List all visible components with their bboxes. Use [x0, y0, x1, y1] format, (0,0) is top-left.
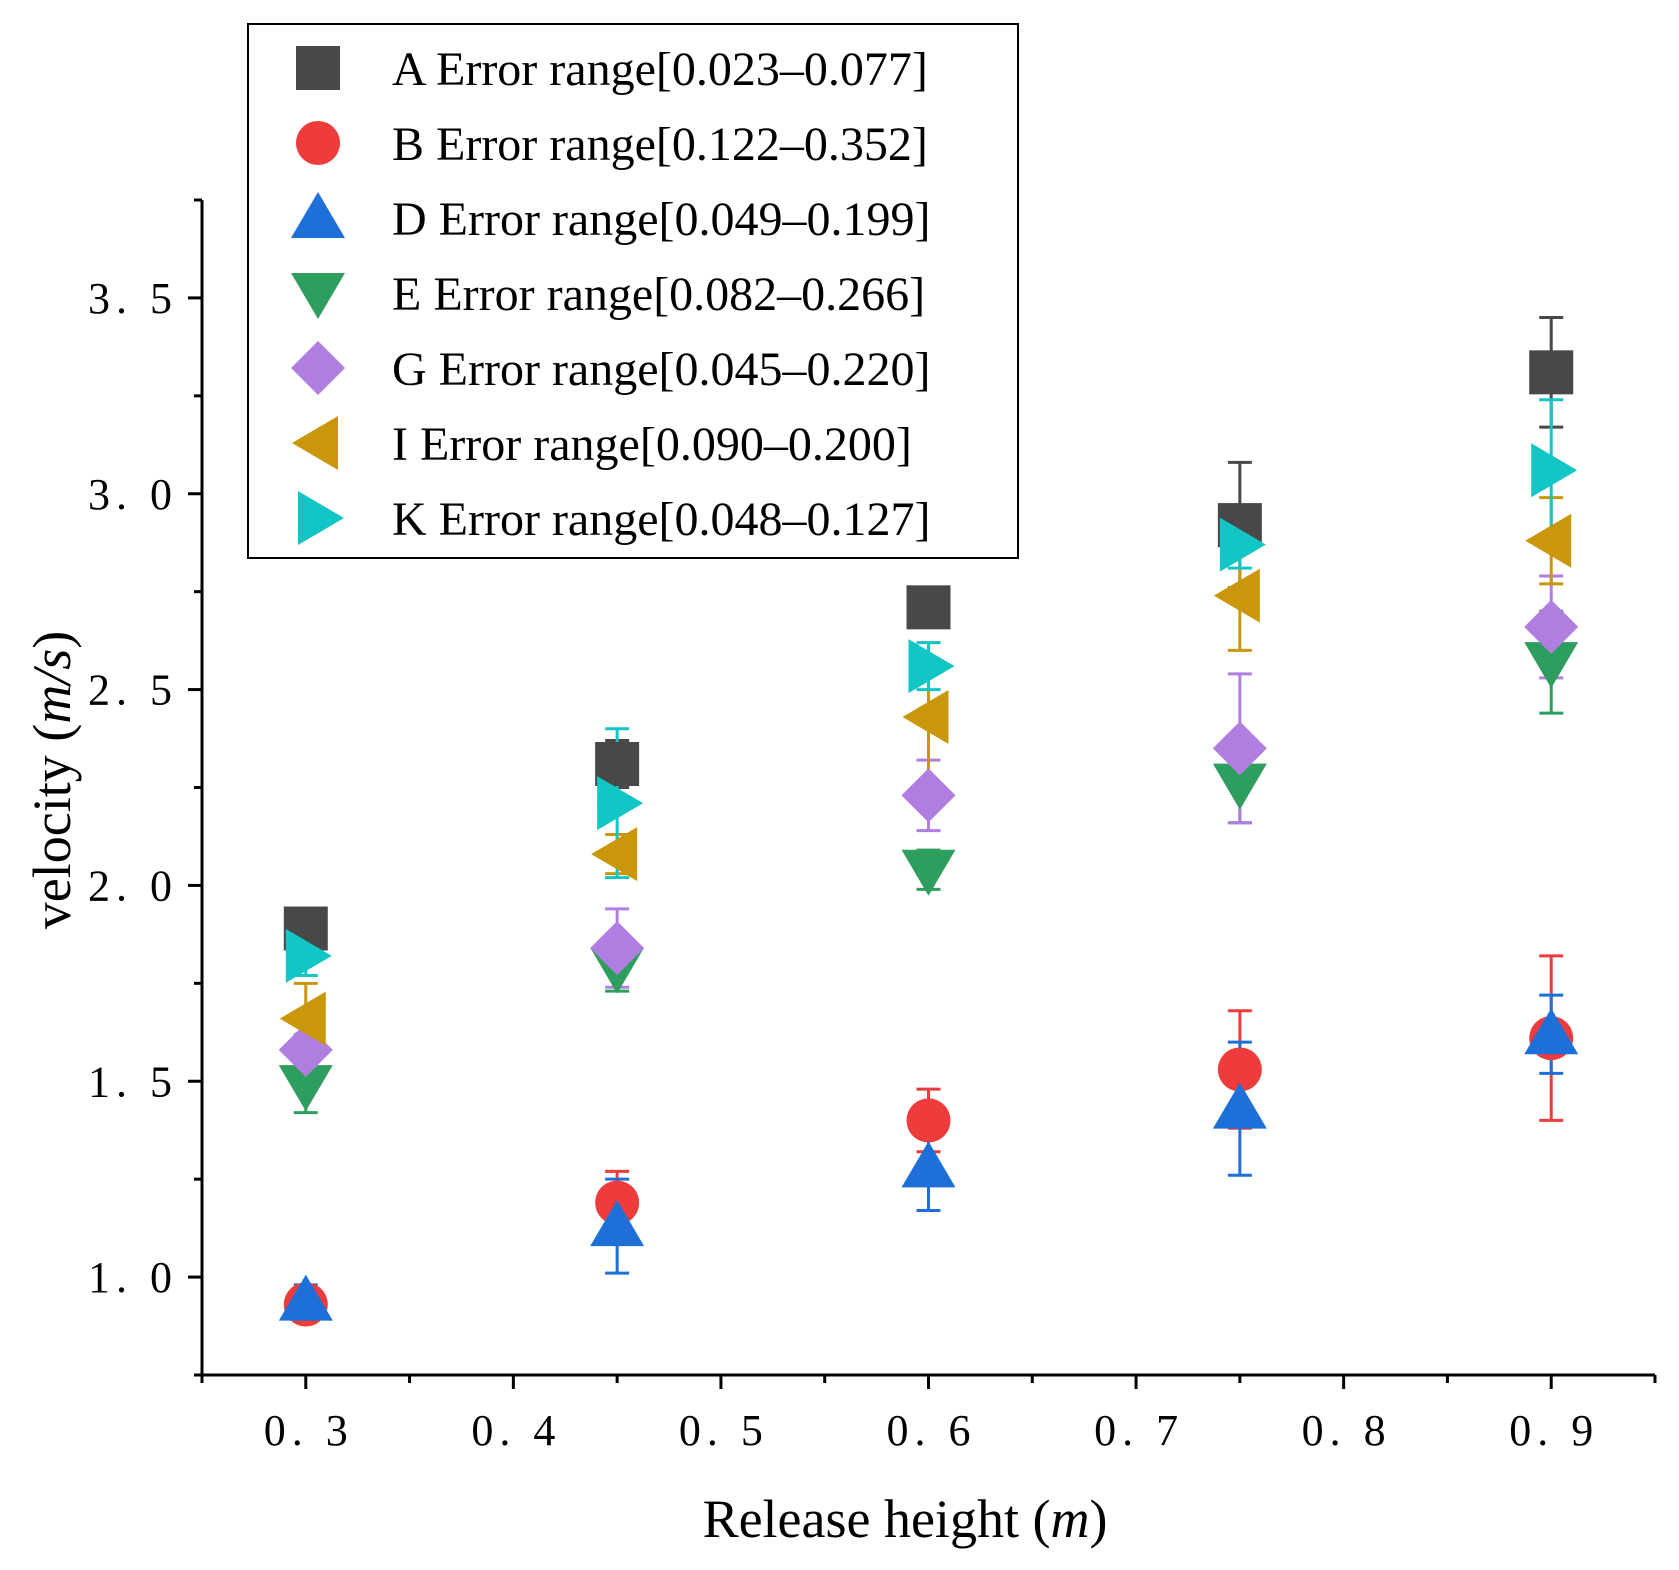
data-point-I [591, 827, 638, 882]
data-point-E [901, 849, 956, 896]
legend-marker-I [292, 416, 338, 470]
data-point-K [285, 928, 332, 983]
legend: A Error range[0.023–0.077] B Error range[… [247, 23, 1019, 559]
data-point-I [1525, 513, 1572, 568]
y-axis-title: velocity (m/s) [22, 631, 82, 929]
data-point-A [595, 742, 640, 786]
data-point-D [1524, 1008, 1579, 1055]
data-point-G [1212, 721, 1267, 776]
legend-label-K: K Error range[0.048–0.127] [392, 493, 931, 546]
legend-label-A: A Error range[0.023–0.077] [392, 43, 928, 96]
legend-marker-E [291, 273, 345, 319]
legend-marker-A [296, 46, 340, 90]
data-point-I [1213, 568, 1260, 623]
data-point-K [908, 639, 955, 694]
data-point-G [901, 768, 956, 823]
y-tick-label: 1. 5 [88, 1057, 178, 1106]
x-tick-label: 0. 6 [887, 1406, 977, 1455]
legend-marker-B [296, 121, 340, 165]
data-point-D [1212, 1082, 1267, 1129]
legend-marker-G [291, 341, 345, 395]
data-point-I [279, 991, 326, 1046]
data-point-E [278, 1065, 333, 1112]
legend-label-E: E Error range[0.082–0.266] [392, 268, 925, 321]
data-point-I [902, 690, 949, 744]
y-tick-label: 3. 5 [88, 274, 178, 323]
data-point-D [590, 1200, 645, 1247]
legend-marker-D [291, 192, 345, 238]
legend-label-D: D Error range[0.049–0.199] [392, 193, 931, 246]
legend-label-B: B Error range[0.122–0.352] [392, 118, 928, 171]
data-point-A [906, 585, 951, 630]
legend-label-I: I Error range[0.090–0.200] [392, 418, 912, 471]
x-tick-label: 0. 7 [1094, 1406, 1184, 1455]
data-point-K [1531, 443, 1578, 498]
x-tick-label: 0. 4 [471, 1406, 561, 1455]
data-point-K [597, 776, 644, 831]
data-point-B [906, 1098, 951, 1143]
x-tick-label: 0. 9 [1509, 1406, 1599, 1455]
data-point-G [1524, 599, 1579, 654]
y-tick-label: 2. 0 [88, 861, 178, 910]
x-tick-label: 0. 3 [264, 1406, 354, 1455]
data-point-G [590, 921, 645, 976]
data-point-D [901, 1141, 956, 1188]
axes: 1. 0 1. 5 2. 0 2. 5 3. 0 3. 5 0. 3 0. 4 0. 5 0. 6… [88, 198, 1657, 1455]
data-point-G [278, 1022, 333, 1077]
data-point-A [1529, 350, 1574, 395]
data-point-K [1219, 517, 1266, 572]
data-point-D [278, 1274, 333, 1321]
legend-label-G: G Error range[0.045–0.220] [392, 343, 931, 396]
legend-marker-K [298, 491, 344, 545]
data-point-B [1217, 1047, 1262, 1092]
x-axis-title: Release height (m) [703, 1489, 1108, 1549]
data-point-E [1212, 763, 1267, 810]
y-tick-label: 3. 0 [88, 470, 178, 519]
x-tick-label: 0. 5 [679, 1406, 769, 1455]
y-tick-label: 2. 5 [88, 666, 178, 715]
data-point-E [1524, 642, 1579, 689]
legend-box [247, 23, 1019, 559]
x-tick-label: 0. 8 [1302, 1406, 1392, 1455]
y-tick-label: 1. 0 [88, 1253, 178, 1302]
data-markers [278, 350, 1579, 1327]
